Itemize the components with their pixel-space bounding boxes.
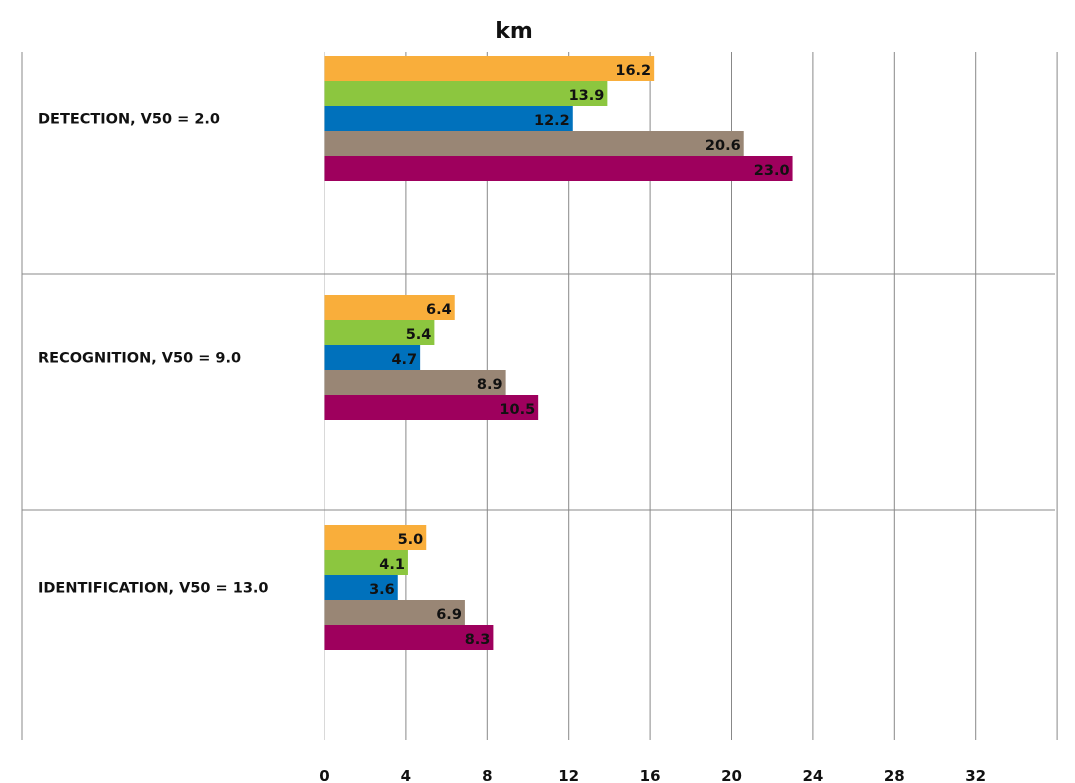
labels-layer: 16.2 13.9 12.2 20.6 23.0 DETECTION, V50 = 2.0…: [38, 63, 986, 783]
category-label-0: DETECTION, V50 = 2.0: [38, 112, 220, 128]
bars-layer: [324, 56, 793, 650]
x-tick-label-2: 8: [482, 767, 492, 783]
bar-value-label-0-1: 13.9: [569, 88, 605, 104]
bar-value-label-0-2: 12.2: [534, 113, 570, 129]
bar-0-0: [324, 56, 655, 81]
bar-2-3: [324, 600, 465, 625]
bar-2-0: [324, 525, 427, 550]
bar-1-3: [324, 370, 506, 395]
bar-value-label-1-2: 4.7: [391, 352, 417, 368]
x-tick-label-0: 0: [319, 767, 329, 783]
bar-1-0: [324, 295, 455, 320]
bar-value-label-1-1: 5.4: [406, 327, 432, 343]
category-label-2: IDENTIFICATION, V50 = 13.0: [38, 581, 269, 597]
bar-value-label-0-0: 16.2: [615, 63, 651, 79]
bar-2-1: [324, 550, 408, 575]
category-label-1: RECOGNITION, V50 = 9.0: [38, 351, 241, 367]
x-tick-label-8: 32: [965, 767, 986, 783]
bar-value-label-2-4: 8.3: [465, 632, 491, 648]
x-tick-label-6: 24: [802, 767, 823, 783]
chart-title: km: [495, 19, 533, 44]
bar-value-label-1-3: 8.9: [477, 377, 503, 393]
bar-value-label-2-1: 4.1: [379, 557, 405, 573]
bar-1-4: [324, 395, 539, 420]
bar-0-1: [324, 81, 608, 106]
bar-value-label-1-4: 10.5: [499, 402, 535, 418]
bar-value-label-0-4: 23.0: [754, 163, 790, 179]
bar-2-4: [324, 625, 494, 650]
bar-value-label-2-0: 5.0: [398, 532, 424, 548]
bar-value-label-2-3: 6.9: [436, 607, 462, 623]
bar-0-2: [324, 106, 573, 131]
bar-0-3: [324, 131, 744, 156]
bar-value-label-0-3: 20.6: [705, 138, 741, 154]
bar-0-4: [324, 156, 793, 181]
bar-value-label-2-2: 3.6: [369, 582, 395, 598]
x-tick-label-4: 16: [640, 767, 661, 783]
bar-value-label-1-0: 6.4: [426, 302, 452, 318]
x-tick-label-5: 20: [721, 767, 742, 783]
x-tick-label-7: 28: [884, 767, 905, 783]
x-tick-label-1: 4: [401, 767, 411, 783]
x-tick-label-3: 12: [558, 767, 579, 783]
bar-1-1: [324, 320, 435, 345]
bar-1-2: [324, 345, 421, 370]
bar-2-2: [324, 575, 398, 600]
